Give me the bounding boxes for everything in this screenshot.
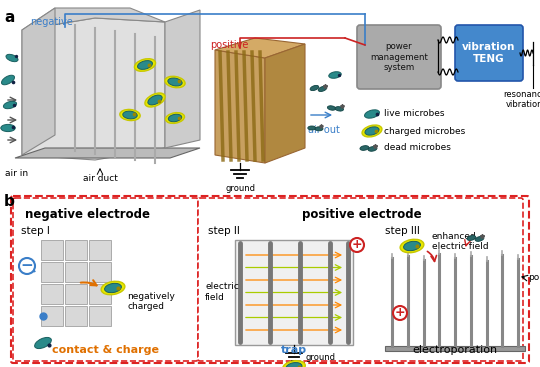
Polygon shape: [15, 148, 200, 158]
Ellipse shape: [165, 113, 185, 123]
Ellipse shape: [364, 110, 380, 118]
Ellipse shape: [403, 241, 421, 251]
Ellipse shape: [315, 127, 323, 131]
Polygon shape: [41, 306, 63, 326]
Text: negative: negative: [30, 17, 73, 27]
Polygon shape: [89, 262, 111, 282]
Text: +: +: [395, 306, 406, 320]
Text: trap: trap: [281, 345, 307, 355]
FancyBboxPatch shape: [455, 25, 523, 81]
Ellipse shape: [475, 236, 484, 241]
Polygon shape: [65, 284, 87, 304]
Ellipse shape: [310, 86, 319, 91]
FancyBboxPatch shape: [13, 198, 198, 361]
Polygon shape: [215, 38, 305, 58]
Polygon shape: [41, 262, 63, 282]
Ellipse shape: [308, 126, 316, 130]
Ellipse shape: [365, 127, 379, 135]
Ellipse shape: [101, 281, 125, 295]
Text: positive electrode: positive electrode: [302, 208, 422, 221]
Ellipse shape: [368, 146, 377, 151]
Ellipse shape: [286, 363, 302, 367]
Text: negatively
charged: negatively charged: [127, 292, 175, 312]
Ellipse shape: [327, 106, 336, 110]
Text: charged microbes: charged microbes: [384, 127, 465, 135]
Ellipse shape: [145, 93, 165, 107]
Polygon shape: [65, 306, 87, 326]
Ellipse shape: [148, 95, 162, 105]
Text: negative electrode: negative electrode: [25, 208, 150, 221]
Polygon shape: [22, 8, 165, 30]
Circle shape: [393, 306, 407, 320]
Text: step II: step II: [208, 226, 240, 236]
Ellipse shape: [283, 361, 305, 367]
Polygon shape: [41, 284, 63, 304]
Ellipse shape: [3, 101, 17, 109]
Bar: [235, 240, 353, 345]
Text: dead microbes: dead microbes: [384, 143, 451, 153]
Text: ground: ground: [306, 352, 336, 361]
Ellipse shape: [123, 111, 137, 119]
Ellipse shape: [134, 59, 156, 71]
Text: +: +: [352, 239, 362, 251]
Polygon shape: [215, 50, 265, 163]
Ellipse shape: [105, 283, 122, 292]
Ellipse shape: [362, 125, 382, 137]
Text: resonance
vibration: resonance vibration: [503, 90, 540, 109]
Ellipse shape: [329, 72, 341, 78]
Ellipse shape: [400, 239, 424, 253]
Ellipse shape: [165, 76, 185, 88]
Polygon shape: [89, 284, 111, 304]
Text: power
management
system: power management system: [370, 42, 428, 72]
Text: a: a: [4, 10, 15, 25]
Polygon shape: [265, 44, 305, 163]
Ellipse shape: [318, 86, 327, 91]
Text: contact & charge: contact & charge: [51, 345, 159, 355]
Text: air out: air out: [308, 125, 340, 135]
Polygon shape: [65, 262, 87, 282]
Polygon shape: [22, 8, 55, 155]
Ellipse shape: [467, 236, 476, 240]
Text: step I: step I: [21, 226, 50, 236]
Text: electroporation: electroporation: [413, 345, 497, 355]
Ellipse shape: [138, 61, 152, 69]
Ellipse shape: [168, 114, 182, 122]
Ellipse shape: [168, 78, 182, 86]
Ellipse shape: [2, 75, 15, 85]
Polygon shape: [65, 240, 87, 260]
Text: ground: ground: [225, 184, 255, 193]
Text: positive: positive: [210, 40, 248, 50]
Text: electric
field: electric field: [205, 282, 239, 302]
Ellipse shape: [360, 146, 369, 150]
Text: step III: step III: [385, 226, 420, 236]
Circle shape: [350, 238, 364, 252]
Polygon shape: [22, 18, 165, 160]
Polygon shape: [89, 240, 111, 260]
Polygon shape: [385, 346, 525, 351]
Ellipse shape: [35, 337, 51, 349]
FancyBboxPatch shape: [11, 196, 529, 363]
Text: pore: pore: [528, 273, 540, 283]
Text: air duct: air duct: [83, 174, 117, 183]
Text: b: b: [4, 194, 15, 209]
Text: vibration
TENG: vibration TENG: [462, 42, 516, 64]
Text: live microbes: live microbes: [384, 109, 444, 119]
Text: air in: air in: [5, 168, 28, 178]
Polygon shape: [165, 10, 200, 148]
FancyBboxPatch shape: [198, 198, 523, 361]
Ellipse shape: [6, 54, 18, 62]
Text: −: −: [21, 258, 33, 273]
Text: enhanced
electric field: enhanced electric field: [432, 232, 489, 251]
Ellipse shape: [1, 124, 15, 132]
Ellipse shape: [120, 109, 140, 121]
Ellipse shape: [335, 107, 343, 111]
FancyBboxPatch shape: [357, 25, 441, 89]
Polygon shape: [41, 240, 63, 260]
Polygon shape: [89, 306, 111, 326]
Circle shape: [19, 258, 35, 274]
